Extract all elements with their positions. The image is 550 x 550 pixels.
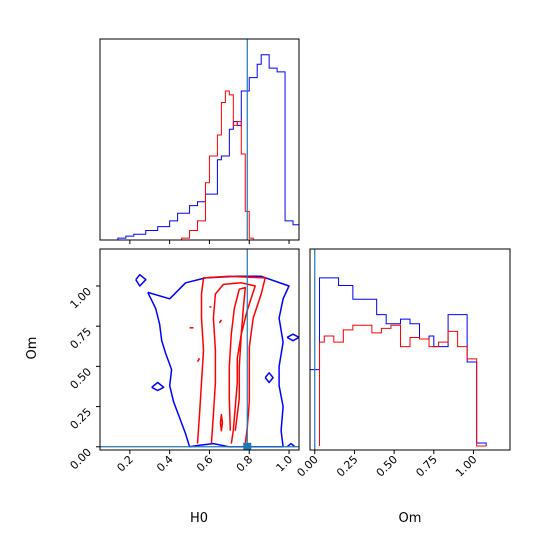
om-ytick-label-3: 0.75 bbox=[68, 325, 95, 352]
x-axis-label-h0: H0 bbox=[190, 511, 208, 526]
om-xtick-label-2: 0.50 bbox=[374, 453, 401, 480]
om-ytick-label-1: 0.25 bbox=[68, 406, 95, 433]
h0-hist-frame bbox=[99, 38, 300, 241]
om-ytick-label-2: 0.50 bbox=[68, 365, 95, 392]
om-xtick-label-4: 1.00 bbox=[453, 453, 480, 480]
contour-frame bbox=[99, 248, 300, 451]
om-hist-series-0 bbox=[309, 277, 487, 446]
contour-1-3 bbox=[228, 286, 247, 431]
om-hist-frame bbox=[309, 248, 511, 451]
contour-lines bbox=[100, 249, 299, 450]
h0-xtick-label-2: 0.6 bbox=[194, 453, 216, 475]
truth-marker bbox=[243, 442, 252, 450]
contour-0-2 bbox=[286, 333, 299, 342]
h0-om-contour-panel: 0.2 0.4 0.6 0.8 1.0 0.00 0.25 0.50 0.75 1.00 bbox=[68, 248, 300, 475]
contour-0-0 bbox=[135, 273, 147, 287]
om-marginal-panel: 0.00 0.25 0.50 0.75 1.00 bbox=[294, 248, 511, 480]
om-ytick-label-4: 1.00 bbox=[68, 285, 95, 312]
om-ytick-label-0: 0.00 bbox=[68, 446, 95, 473]
h0-xtick-label-3: 0.8 bbox=[234, 453, 256, 475]
contour-0-5 bbox=[286, 442, 296, 448]
x-axis-label-om: Om bbox=[399, 511, 422, 526]
contour-0-3 bbox=[151, 381, 165, 392]
h0-hist-series-1 bbox=[181, 90, 254, 240]
contour-1-2 bbox=[219, 413, 224, 432]
contour-1-0 bbox=[196, 275, 266, 444]
h0-hist-series-0 bbox=[117, 54, 300, 240]
om-hist-series-1 bbox=[319, 324, 487, 447]
h0-marginal-panel bbox=[99, 38, 300, 244]
contour-0-1 bbox=[147, 275, 290, 448]
om-xtick-label-0: 0.00 bbox=[294, 453, 321, 480]
contour-0-4 bbox=[264, 372, 274, 384]
om-xtick-label-3: 0.75 bbox=[413, 453, 440, 480]
contour-1-6 bbox=[196, 357, 201, 362]
om-xtick-label-1: 0.25 bbox=[334, 453, 361, 480]
contour-1-7 bbox=[218, 319, 223, 324]
h0-xtick-label-1: 0.4 bbox=[154, 453, 176, 475]
h0-xtick-label-4: 1.0 bbox=[274, 453, 296, 475]
y-axis-label-om: Om bbox=[25, 337, 40, 360]
h0-xtick-label-0: 0.2 bbox=[114, 453, 136, 475]
contour-1-1 bbox=[210, 282, 256, 444]
